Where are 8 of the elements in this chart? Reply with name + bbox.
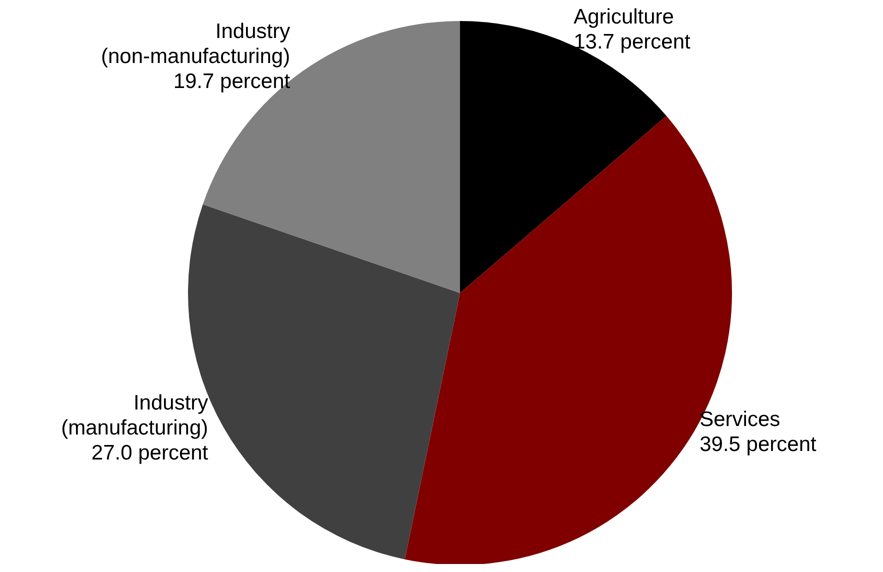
slice-label: Industry (manufacturing) — [61, 390, 209, 439]
slice-label: Industry (non-manufacturing) — [101, 19, 291, 68]
data-label: 27.0 percent — [91, 440, 208, 464]
data-label: 13.7 percent — [574, 30, 691, 53]
slice-label: Services — [700, 407, 780, 430]
data-label: 39.5 percent — [700, 432, 817, 456]
data-label: 19.7 percent — [173, 69, 290, 92]
slice-label: Agriculture — [574, 5, 674, 28]
